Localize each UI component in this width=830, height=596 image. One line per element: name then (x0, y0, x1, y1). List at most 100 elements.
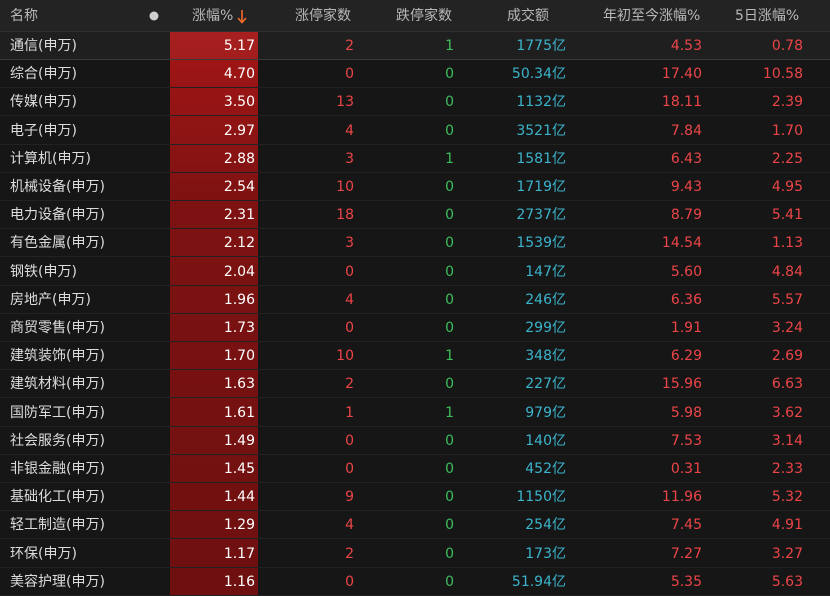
turnover-cell: 1150亿 (516, 489, 566, 506)
ytd-change-cell: 5.60 (670, 263, 702, 280)
ytd-change-cell: 18.11 (661, 94, 702, 111)
five-day-change-cell: 1.13 (771, 235, 803, 252)
table-row[interactable]: 建筑装饰(申万) 1.70 10 1 348亿 6.29 2.69 (0, 342, 830, 371)
turnover-cell: 1719亿 (516, 179, 566, 195)
name-cell: 建筑装饰(申万) (10, 348, 105, 365)
dot-icon[interactable] (149, 11, 159, 21)
header-name[interactable]: 名称 (10, 8, 38, 24)
table-row[interactable]: 机械设备(申万) 2.54 10 0 1719亿 9.43 4.95 (0, 173, 830, 201)
limit-down-cell: 1 (445, 38, 454, 54)
name-cell: 电子(申万) (10, 122, 77, 139)
header-change[interactable]: 涨幅% (192, 8, 234, 24)
table-row[interactable]: 钢铁(申万) 2.04 0 0 147亿 5.60 4.84 (0, 258, 830, 286)
name-cell: 机械设备(申万) (10, 179, 105, 195)
five-day-change-cell: 2.25 (771, 150, 803, 167)
table-row[interactable]: 传媒(申万) 3.50 13 0 1132亿 18.11 2.39 (0, 88, 830, 117)
change-cell: 1.45 (223, 461, 255, 477)
limit-down-cell: 0 (445, 207, 454, 224)
header-ytd[interactable]: 年初至今涨幅% (603, 8, 701, 24)
limit-up-cell: 10 (336, 348, 354, 365)
header-turnover[interactable]: 成交额 (507, 8, 549, 24)
turnover-cell: 246亿 (525, 291, 566, 308)
table-row[interactable]: 非银金融(申万) 1.45 0 0 452亿 0.31 2.33 (0, 455, 830, 483)
limit-down-cell: 0 (445, 545, 454, 562)
ytd-change-cell: 7.53 (670, 432, 702, 449)
turnover-cell: 2737亿 (516, 207, 566, 224)
table-row[interactable]: 有色金属(申万) 2.12 3 0 1539亿 14.54 1.13 (0, 229, 830, 258)
change-cell: 5.17 (223, 38, 255, 54)
table-row[interactable]: 轻工制造(申万) 1.29 4 0 254亿 7.45 4.91 (0, 511, 830, 540)
limit-up-cell: 4 (345, 291, 354, 308)
table-row[interactable]: 计算机(申万) 2.88 3 1 1581亿 6.43 2.25 (0, 145, 830, 173)
table-row[interactable]: 社会服务(申万) 1.49 0 0 140亿 7.53 3.14 (0, 427, 830, 455)
table-row[interactable]: 综合(申万) 4.70 0 0 50.34亿 17.40 10.58 (0, 60, 830, 89)
header-5day[interactable]: 5日涨幅% (735, 8, 800, 24)
table-row[interactable]: 环保(申万) 1.17 2 0 173亿 7.27 3.27 (0, 540, 830, 568)
table-row[interactable]: 基础化工(申万) 1.44 9 0 1150亿 11.96 5.32 (0, 483, 830, 512)
change-cell: 3.50 (223, 94, 255, 111)
limit-down-cell: 0 (445, 320, 454, 336)
limit-down-cell: 0 (445, 94, 454, 111)
five-day-change-cell: 5.32 (771, 489, 803, 506)
name-cell: 非银金融(申万) (10, 461, 105, 477)
limit-down-cell: 0 (445, 573, 454, 590)
five-day-change-cell: 4.91 (771, 517, 803, 534)
name-cell: 环保(申万) (10, 545, 77, 562)
name-cell: 建筑材料(申万) (10, 376, 105, 393)
change-cell: 4.70 (223, 66, 255, 83)
ytd-change-cell: 6.43 (670, 150, 702, 167)
five-day-change-cell: 4.84 (771, 263, 803, 280)
limit-up-cell: 0 (345, 263, 354, 280)
turnover-cell: 51.94亿 (511, 573, 566, 590)
ytd-change-cell: 11.96 (661, 489, 702, 506)
name-cell: 国防军工(申万) (10, 404, 105, 421)
limit-up-cell: 0 (345, 573, 354, 590)
change-cell: 1.44 (223, 489, 255, 506)
limit-up-cell: 0 (345, 320, 354, 336)
table-row[interactable]: 房地产(申万) 1.96 4 0 246亿 6.36 5.57 (0, 286, 830, 314)
limit-up-cell: 1 (345, 404, 354, 421)
name-cell: 电力设备(申万) (10, 207, 105, 224)
turnover-cell: 452亿 (525, 461, 566, 477)
limit-up-cell: 13 (336, 94, 354, 111)
five-day-change-cell: 3.14 (771, 432, 803, 449)
change-cell: 1.96 (223, 291, 255, 308)
five-day-change-cell: 5.41 (771, 207, 803, 224)
table-row[interactable]: 建筑材料(申万) 1.63 2 0 227亿 15.96 6.63 (0, 370, 830, 399)
table-row[interactable]: 美容护理(申万) 1.16 0 0 51.94亿 5.35 5.63 (0, 568, 830, 596)
ytd-change-cell: 4.53 (670, 38, 702, 54)
turnover-cell: 979亿 (525, 404, 566, 421)
turnover-cell: 1132亿 (516, 94, 566, 111)
limit-up-cell: 0 (345, 66, 354, 83)
header-limit-up[interactable]: 涨停家数 (295, 8, 351, 24)
limit-up-cell: 3 (345, 150, 354, 167)
table-row[interactable]: 电力设备(申万) 2.31 18 0 2737亿 8.79 5.41 (0, 201, 830, 230)
name-cell: 有色金属(申万) (10, 235, 105, 252)
limit-up-cell: 4 (345, 122, 354, 139)
limit-down-cell: 0 (445, 179, 454, 195)
table-row[interactable]: 电子(申万) 2.97 4 0 3521亿 7.84 1.70 (0, 117, 830, 145)
limit-down-cell: 0 (445, 235, 454, 252)
ytd-change-cell: 14.54 (661, 235, 702, 252)
limit-up-cell: 3 (345, 235, 354, 252)
name-cell: 轻工制造(申万) (10, 517, 105, 534)
limit-up-cell: 2 (345, 545, 354, 562)
five-day-change-cell: 5.57 (771, 291, 803, 308)
table-row[interactable]: 国防军工(申万) 1.61 1 1 979亿 5.98 3.62 (0, 399, 830, 427)
table-row[interactable]: 通信(申万) 5.17 2 1 1775亿 4.53 0.78 (0, 32, 830, 60)
sort-arrow (237, 10, 247, 24)
table-row[interactable]: 商贸零售(申万) 1.73 0 0 299亿 1.91 3.24 (0, 314, 830, 342)
limit-down-cell: 1 (445, 348, 454, 365)
name-cell: 房地产(申万) (10, 291, 91, 308)
name-cell: 钢铁(申万) (10, 263, 77, 280)
change-cell: 2.31 (223, 207, 255, 224)
header-limit-down[interactable]: 跌停家数 (396, 8, 452, 24)
ytd-change-cell: 5.98 (670, 404, 702, 421)
limit-down-cell: 0 (445, 376, 454, 393)
header-bar: 名称 涨幅% 涨停家数 跌停家数 成交额 年初至今涨幅% 5日涨幅% (0, 0, 830, 32)
change-cell: 2.88 (223, 150, 255, 167)
turnover-cell: 3521亿 (516, 122, 566, 139)
change-cell: 1.73 (223, 320, 255, 336)
change-cell: 2.12 (223, 235, 255, 252)
limit-down-cell: 0 (445, 432, 454, 449)
